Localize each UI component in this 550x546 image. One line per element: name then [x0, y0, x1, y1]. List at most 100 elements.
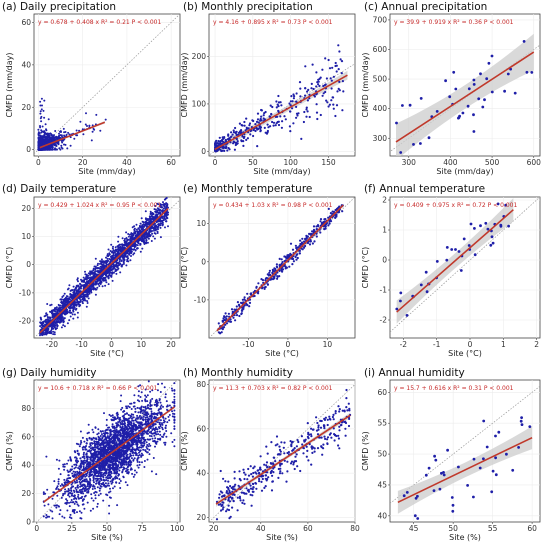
data-point	[220, 331, 223, 334]
data-point	[221, 138, 224, 141]
data-point	[77, 284, 80, 287]
data-point	[229, 318, 232, 321]
data-point	[44, 314, 47, 317]
data-point	[60, 144, 63, 147]
data-point	[159, 203, 162, 206]
fit-line	[395, 51, 535, 143]
data-point	[137, 394, 140, 397]
data-point	[97, 494, 100, 497]
data-point	[159, 226, 162, 229]
data-point	[246, 292, 249, 295]
data-point	[459, 269, 463, 272]
data-point	[85, 290, 88, 292]
data-point	[278, 257, 281, 260]
data-point	[217, 331, 220, 334]
data-point	[109, 487, 111, 490]
data-point	[99, 260, 102, 263]
data-point	[80, 296, 83, 298]
data-point	[399, 151, 403, 154]
y-axis-label: CMFD (°C)	[361, 247, 370, 289]
data-point	[334, 114, 337, 118]
data-point	[76, 311, 79, 314]
data-point	[97, 477, 100, 480]
identity-line	[390, 197, 540, 333]
data-point	[254, 129, 257, 133]
data-point	[91, 278, 93, 281]
data-point	[304, 244, 307, 248]
data-point	[238, 122, 241, 125]
data-point	[143, 241, 145, 244]
data-point	[103, 262, 105, 264]
data-point	[295, 112, 299, 115]
data-point	[113, 264, 116, 267]
data-point	[292, 93, 295, 96]
data-point	[173, 445, 176, 448]
data-point	[79, 285, 82, 288]
data-point	[139, 243, 142, 246]
data-point	[299, 239, 302, 242]
y-tick-label: 40	[21, 60, 31, 69]
data-point	[45, 139, 48, 142]
data-point	[103, 266, 106, 269]
x-tick-label: 150	[321, 158, 336, 167]
data-point	[54, 130, 57, 132]
data-point	[107, 255, 110, 258]
data-point	[504, 203, 508, 207]
data-point	[315, 71, 318, 74]
data-point	[80, 440, 82, 442]
data-point	[104, 276, 107, 279]
data-point	[304, 87, 307, 90]
y-tick-label: -1	[380, 286, 388, 295]
data-point	[154, 222, 156, 225]
points	[37, 97, 107, 151]
data-point	[104, 272, 107, 275]
data-point	[122, 248, 125, 250]
data-point	[117, 262, 120, 264]
data-point	[268, 269, 271, 272]
data-point	[263, 126, 266, 129]
data-point	[337, 68, 340, 71]
data-point	[78, 287, 81, 290]
data-point	[47, 148, 49, 151]
data-point	[338, 80, 341, 83]
data-point	[306, 90, 309, 93]
data-point	[485, 77, 489, 81]
data-point	[58, 304, 61, 307]
data-point	[56, 321, 59, 324]
data-point	[340, 72, 343, 75]
data-point	[325, 77, 328, 80]
data-point	[317, 83, 320, 86]
data-point	[305, 115, 308, 118]
data-point	[52, 333, 55, 336]
data-point	[310, 82, 313, 85]
data-point	[256, 127, 259, 130]
data-point	[108, 273, 111, 275]
data-point	[110, 259, 113, 261]
data-point	[43, 99, 46, 102]
confidence-band	[396, 33, 534, 156]
y-axis-label: CMFD (mm/day)	[361, 52, 370, 117]
data-point	[95, 281, 98, 283]
data-point	[92, 127, 95, 130]
data-point	[331, 96, 334, 99]
data-point	[115, 272, 118, 275]
data-point	[73, 303, 76, 306]
x-tick-label: 60	[166, 158, 176, 167]
x-tick-label: 20	[166, 340, 176, 349]
data-point	[121, 247, 123, 250]
data-point	[76, 277, 79, 280]
data-point	[472, 113, 475, 117]
data-point	[79, 299, 82, 302]
data-point	[225, 146, 228, 149]
data-point	[130, 408, 133, 410]
data-point	[327, 224, 330, 227]
data-point	[236, 140, 239, 143]
data-point	[84, 123, 87, 126]
data-point	[240, 312, 243, 315]
data-point	[68, 284, 71, 287]
data-point	[45, 332, 48, 335]
data-point	[102, 279, 105, 282]
data-point	[129, 237, 132, 240]
